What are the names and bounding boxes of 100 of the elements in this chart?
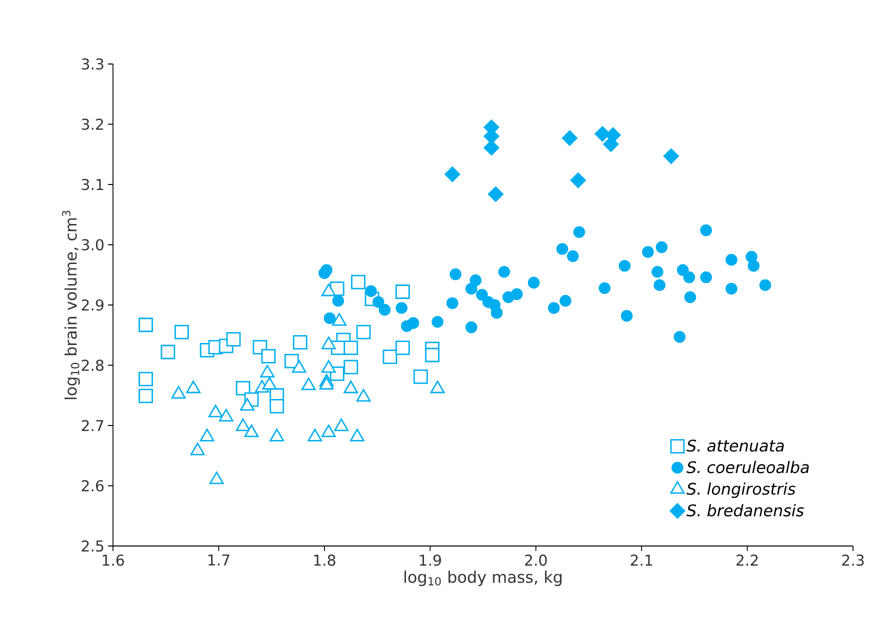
point <box>465 321 478 334</box>
point <box>301 378 316 390</box>
point <box>332 313 346 326</box>
point <box>413 369 428 384</box>
point <box>270 428 284 442</box>
point <box>488 186 504 202</box>
point <box>356 324 371 340</box>
point <box>556 243 568 255</box>
point <box>395 340 410 355</box>
point <box>430 380 445 394</box>
point <box>654 279 666 292</box>
point <box>344 380 358 394</box>
point <box>746 250 758 263</box>
point <box>446 297 458 310</box>
point <box>432 316 444 328</box>
point <box>642 246 654 258</box>
point <box>562 130 578 146</box>
legend-label: S. coeruleoalba <box>686 460 809 474</box>
point <box>652 266 664 278</box>
y-tick-label: 3.3 <box>82 58 104 70</box>
point <box>208 404 223 418</box>
point <box>344 360 358 374</box>
point <box>308 428 322 442</box>
point <box>351 274 366 290</box>
x-tick-label: 2.1 <box>630 554 652 566</box>
point <box>450 268 462 280</box>
point <box>498 266 510 278</box>
point <box>138 318 153 332</box>
point <box>573 226 586 238</box>
point <box>570 172 586 188</box>
y-tick-label: 3.1 <box>82 178 104 190</box>
point <box>138 388 153 404</box>
point <box>656 241 668 254</box>
point <box>200 428 214 442</box>
point <box>319 376 334 390</box>
y-axis-title: log$_{10}$ brain volume, cm$^{3}$ <box>62 210 80 400</box>
x-tick-label: 2.2 <box>736 554 758 566</box>
point <box>425 348 440 362</box>
point <box>356 388 371 402</box>
point <box>218 408 234 422</box>
y-tick-label: 3.2 <box>82 118 103 130</box>
legend-label: S. longirostris <box>686 482 796 498</box>
point <box>378 304 391 316</box>
point <box>759 279 772 292</box>
point <box>171 386 186 399</box>
point <box>226 332 241 347</box>
point <box>444 166 460 182</box>
point <box>332 294 344 307</box>
point <box>292 335 308 350</box>
point <box>465 282 478 295</box>
y-tick-label: 2.8 <box>82 360 104 371</box>
point <box>674 331 686 343</box>
point <box>676 264 689 276</box>
point <box>395 284 410 299</box>
point <box>748 260 760 272</box>
point <box>726 282 738 295</box>
point <box>262 376 277 390</box>
legend-label: S. attenuata <box>686 440 784 452</box>
point <box>261 349 276 364</box>
point <box>270 399 284 414</box>
point <box>566 250 579 262</box>
y-tick-label: 2.6 <box>82 480 104 492</box>
point <box>382 350 398 364</box>
point <box>663 148 679 164</box>
point <box>598 282 610 294</box>
point <box>560 294 572 307</box>
point <box>240 398 254 411</box>
x-tick-label: 1.8 <box>314 554 336 566</box>
point <box>321 336 336 350</box>
point <box>470 274 482 286</box>
point <box>350 428 364 442</box>
x-tick-label: 1.6 <box>102 554 124 566</box>
point <box>186 380 201 394</box>
x-tick-label: 2.3 <box>842 554 864 566</box>
point <box>260 364 275 378</box>
point <box>618 260 631 272</box>
y-tick-label: 2.9 <box>82 299 104 311</box>
legend-label: S. bredanensis <box>686 504 804 516</box>
point <box>407 317 420 329</box>
point <box>510 288 523 300</box>
x-tick-label: 1.9 <box>420 554 441 566</box>
point <box>321 360 336 373</box>
point <box>236 418 250 432</box>
x-tick-label: 2.0 <box>525 554 547 566</box>
point <box>528 276 540 289</box>
y-tick-label: 2.5 <box>82 540 104 552</box>
point <box>726 254 738 266</box>
point <box>372 296 384 308</box>
point <box>209 472 224 484</box>
point <box>236 380 250 396</box>
point <box>321 424 336 438</box>
point <box>324 312 336 324</box>
y-tick-label: 2.7 <box>82 420 104 432</box>
point <box>344 340 358 355</box>
point <box>321 284 336 296</box>
point <box>476 288 488 301</box>
y-tick-label: 3.0 <box>82 239 104 250</box>
point <box>620 310 633 322</box>
point <box>320 264 332 276</box>
point <box>700 224 712 236</box>
